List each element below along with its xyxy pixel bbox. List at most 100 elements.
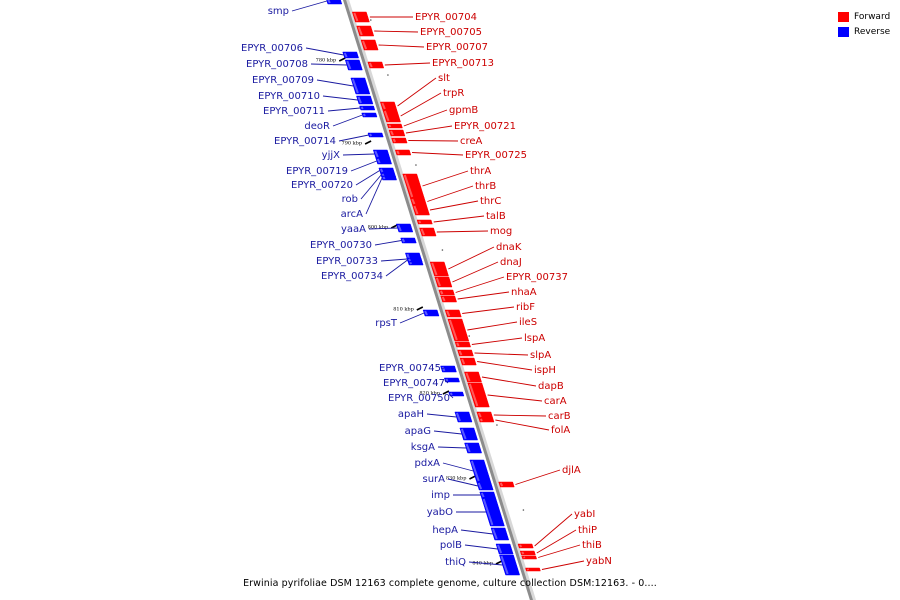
forward-gene-block[interactable] — [454, 341, 471, 348]
forward-gene-block[interactable] — [440, 295, 457, 303]
forward-gene-block[interactable] — [351, 11, 370, 23]
reverse-gene-label[interactable]: EPYR_00734 — [321, 271, 383, 282]
reverse-gene-block[interactable] — [495, 543, 514, 555]
reverse-gene-block[interactable] — [400, 237, 417, 244]
forward-gene-block[interactable] — [447, 318, 470, 342]
reverse-gene-label[interactable]: EPYR_00747 — [383, 378, 445, 389]
forward-gene-block[interactable] — [434, 276, 453, 288]
reverse-gene-label[interactable]: EPYR_00708 — [246, 59, 308, 70]
forward-gene-label[interactable]: thrC — [480, 196, 501, 207]
forward-gene-label[interactable]: EPYR_00737 — [506, 272, 568, 283]
reverse-gene-block[interactable] — [326, 0, 343, 5]
forward-gene-block[interactable] — [525, 567, 541, 572]
forward-gene-label[interactable]: slt — [438, 73, 450, 84]
forward-gene-block[interactable] — [467, 382, 490, 408]
forward-gene-block[interactable] — [412, 204, 430, 216]
forward-gene-label[interactable]: yabN — [586, 556, 612, 567]
forward-gene-label[interactable]: dapB — [538, 381, 564, 392]
forward-gene-block[interactable] — [356, 25, 375, 37]
reverse-gene-label[interactable]: surA — [423, 474, 446, 485]
reverse-gene-label[interactable]: hepA — [432, 525, 458, 536]
forward-gene-block[interactable] — [391, 137, 408, 144]
forward-gene-label[interactable]: EPYR_00713 — [432, 58, 494, 69]
forward-gene-block[interactable] — [438, 289, 455, 296]
forward-gene-block[interactable] — [394, 149, 412, 156]
forward-gene-label[interactable]: trpR — [443, 88, 464, 99]
forward-gene-block[interactable] — [416, 219, 433, 225]
forward-gene-block[interactable] — [360, 39, 379, 51]
reverse-gene-block[interactable] — [476, 481, 494, 491]
forward-gene-label[interactable]: thrA — [470, 166, 491, 177]
reverse-gene-block[interactable] — [342, 51, 359, 59]
forward-gene-label[interactable]: ribF — [516, 302, 535, 313]
forward-gene-block[interactable] — [459, 357, 477, 366]
reverse-gene-block[interactable] — [361, 112, 378, 118]
reverse-gene-block[interactable] — [459, 427, 478, 441]
forward-gene-label[interactable]: creA — [460, 136, 483, 147]
forward-gene-label[interactable]: gpmB — [449, 105, 478, 116]
forward-gene-label[interactable]: thiB — [582, 540, 602, 551]
reverse-gene-label[interactable]: apaH — [398, 409, 424, 420]
forward-gene-label[interactable]: thiP — [578, 525, 597, 536]
forward-gene-label[interactable]: ispH — [534, 365, 556, 376]
reverse-gene-block[interactable] — [367, 132, 384, 138]
reverse-gene-label[interactable]: rob — [342, 194, 358, 205]
forward-gene-label[interactable]: EPYR_00705 — [420, 27, 482, 38]
reverse-gene-label[interactable]: smp — [268, 6, 289, 17]
forward-gene-block[interactable] — [498, 481, 515, 488]
forward-gene-label[interactable]: yabI — [574, 509, 595, 520]
forward-gene-label[interactable]: talB — [486, 211, 506, 222]
forward-gene-block[interactable] — [457, 349, 474, 357]
forward-gene-block[interactable] — [464, 371, 482, 383]
reverse-gene-label[interactable]: EPYR_00706 — [241, 43, 303, 54]
forward-gene-block[interactable] — [517, 543, 534, 549]
forward-gene-label[interactable]: thrB — [475, 181, 496, 192]
forward-gene-block[interactable] — [382, 109, 401, 123]
forward-gene-label[interactable]: folA — [551, 425, 570, 436]
reverse-gene-label[interactable]: imp — [431, 490, 450, 501]
forward-gene-label[interactable]: EPYR_00707 — [426, 42, 488, 53]
reverse-gene-block[interactable] — [375, 157, 392, 165]
forward-gene-label[interactable]: mog — [490, 226, 512, 237]
reverse-gene-label[interactable]: arcA — [341, 209, 364, 220]
forward-gene-block[interactable] — [519, 550, 536, 556]
forward-gene-block[interactable] — [386, 123, 403, 129]
reverse-gene-label[interactable]: polB — [440, 540, 462, 551]
reverse-gene-label[interactable]: EPYR_00710 — [258, 91, 320, 102]
forward-gene-block[interactable] — [388, 129, 406, 137]
forward-gene-label[interactable]: EPYR_00721 — [454, 121, 516, 132]
reverse-gene-block[interactable] — [499, 554, 520, 576]
reverse-gene-block[interactable] — [490, 527, 510, 541]
forward-gene-label[interactable]: dnaK — [496, 242, 522, 253]
forward-gene-label[interactable]: slpA — [530, 350, 551, 361]
reverse-gene-label[interactable]: deoR — [304, 121, 330, 132]
reverse-gene-block[interactable] — [422, 309, 440, 317]
reverse-gene-label[interactable]: EPYR_00750 — [388, 393, 450, 404]
forward-gene-block[interactable] — [419, 227, 437, 237]
reverse-gene-block[interactable] — [464, 442, 482, 454]
forward-gene-block[interactable] — [429, 261, 449, 277]
reverse-gene-label[interactable]: EPYR_00733 — [316, 256, 378, 267]
forward-gene-label[interactable]: dnaJ — [500, 257, 522, 268]
reverse-gene-block[interactable] — [381, 175, 397, 181]
reverse-gene-block[interactable] — [356, 95, 374, 105]
reverse-gene-label[interactable]: EPYR_00719 — [286, 166, 348, 177]
reverse-gene-label[interactable]: rpsT — [375, 318, 398, 329]
reverse-gene-label[interactable]: yabO — [427, 507, 453, 518]
reverse-gene-label[interactable]: yjjX — [322, 150, 340, 161]
reverse-gene-block[interactable] — [359, 105, 376, 111]
forward-gene-label[interactable]: carA — [544, 396, 567, 407]
reverse-gene-label[interactable]: ksgA — [411, 442, 435, 453]
reverse-gene-label[interactable]: thiQ — [445, 557, 466, 568]
forward-gene-label[interactable]: lspA — [524, 333, 545, 344]
reverse-gene-label[interactable]: EPYR_00711 — [263, 106, 325, 117]
reverse-gene-block[interactable] — [406, 257, 423, 263]
forward-gene-block[interactable] — [367, 61, 385, 69]
forward-gene-label[interactable]: EPYR_00704 — [415, 12, 477, 23]
reverse-gene-label[interactable]: yaaA — [341, 224, 366, 235]
reverse-gene-block[interactable] — [344, 59, 363, 71]
reverse-gene-label[interactable]: EPYR_00745 — [379, 363, 441, 374]
reverse-gene-label[interactable]: EPYR_00730 — [310, 240, 372, 251]
reverse-gene-block[interactable] — [350, 77, 371, 95]
forward-gene-label[interactable]: ileS — [519, 317, 537, 328]
